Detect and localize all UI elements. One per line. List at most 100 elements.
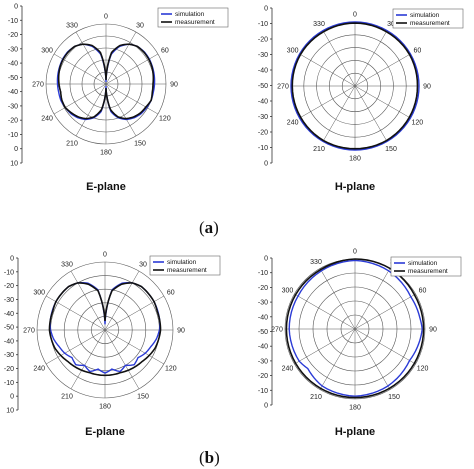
radial-tick-label: 0 xyxy=(10,394,14,401)
grid-spoke xyxy=(104,329,165,365)
radial-tick-label: 0 xyxy=(10,256,14,263)
radial-tick-label: -30 xyxy=(8,103,18,110)
radial-tick-label: 0 xyxy=(14,146,18,153)
grid-spoke xyxy=(354,85,388,142)
radial-tick-label: -20 xyxy=(8,32,18,39)
radial-tick-label: -30 xyxy=(258,52,268,59)
radial-tick-label: -20 xyxy=(8,118,18,125)
radial-tick-label: -30 xyxy=(258,358,268,365)
angle-tick-label: 330 xyxy=(313,21,325,28)
angle-tick-label: 270 xyxy=(32,82,44,89)
radial-tick-label: -30 xyxy=(4,297,14,304)
grid-spoke xyxy=(354,293,416,330)
radial-tick-label: -50 xyxy=(258,329,268,336)
radial-tick-label: -50 xyxy=(258,83,268,90)
angle-tick-label: 90 xyxy=(429,327,437,334)
chart-a-h: 0 30 60 90 120 150 180 210 240 270 300 330 0 -10 -20 -3… xyxy=(258,6,464,193)
angle-tick-label: 90 xyxy=(423,84,431,91)
angle-tick-label: 120 xyxy=(417,366,429,373)
grid-spoke xyxy=(70,270,106,331)
grid-spoke xyxy=(105,83,159,115)
grid-spoke xyxy=(354,85,411,119)
angle-tick-label: 90 xyxy=(177,328,185,335)
series-measurement-line xyxy=(57,43,155,120)
radial-tick-label: -20 xyxy=(258,37,268,44)
grid-spoke xyxy=(45,329,106,365)
radial-tick-label: -40 xyxy=(8,61,18,68)
chart-title: E-plane xyxy=(85,426,125,438)
chart-b-h: 03060901201501802102402703003300-10-20-3… xyxy=(258,249,462,438)
angle-tick-label: 60 xyxy=(413,48,421,55)
radial-tick-label: -40 xyxy=(258,68,268,75)
chart-a-e: 0 30 60 90 120 150 180 210 240 270 300 330 0 -10 -20 -3… xyxy=(8,4,229,193)
angle-tick-label: 180 xyxy=(349,156,361,163)
grid-spoke xyxy=(354,53,411,87)
angle-tick-label: 330 xyxy=(61,262,73,269)
radial-tick-label: -40 xyxy=(258,99,268,106)
radial-tick-label: -20 xyxy=(258,373,268,380)
radial-tick-label: 0 xyxy=(14,4,18,11)
angle-tick-label: 210 xyxy=(61,393,73,400)
grid-spoke xyxy=(294,293,356,330)
angle-tick-label: 120 xyxy=(165,366,177,373)
angle-tick-label: 30 xyxy=(136,23,144,30)
chart-b-e: 0 30 60 90 120 150 180 210 240 270 300 330 0 -10 -20 -3… xyxy=(4,252,221,438)
grid-spoke xyxy=(354,328,391,390)
chart-title: H-plane xyxy=(335,426,375,438)
radial-tick-label: -20 xyxy=(4,366,14,373)
radial-tick-label: -40 xyxy=(258,314,268,321)
angle-tick-label: 30 xyxy=(387,21,395,28)
series-simulation-line xyxy=(290,21,420,151)
angle-tick-label: 30 xyxy=(139,262,147,269)
panel-label-b-text: b xyxy=(204,448,215,467)
grid-spoke xyxy=(319,328,356,390)
angle-tick-label: 300 xyxy=(282,288,294,295)
series-simulation-line xyxy=(288,259,423,397)
angle-tick-label: 0 xyxy=(353,12,357,19)
radial-tick-label: 0 xyxy=(264,256,268,263)
radial-tick-label: -10 xyxy=(258,388,268,395)
angle-tick-label: 60 xyxy=(161,48,169,55)
grid-spoke xyxy=(105,31,137,85)
grid-spoke xyxy=(322,30,356,87)
radial-tick-label: -20 xyxy=(4,283,14,290)
radial-tick-label: -10 xyxy=(258,270,268,277)
radial-tick-label: -10 xyxy=(258,145,268,152)
radial-tick-label: -20 xyxy=(258,130,268,137)
angle-tick-label: 150 xyxy=(385,146,397,153)
radial-tick-label: -40 xyxy=(4,311,14,318)
angle-tick-label: 150 xyxy=(134,140,146,147)
legend-label-simulation: simulation xyxy=(175,11,205,18)
angle-tick-label: 240 xyxy=(282,366,294,373)
radial-tick-label: -30 xyxy=(258,300,268,307)
radial-tick-label: -40 xyxy=(4,338,14,345)
angle-tick-label: 300 xyxy=(33,290,45,297)
grid-spoke xyxy=(354,328,416,365)
angle-tick-label: 180 xyxy=(100,150,112,157)
angle-tick-label: 0 xyxy=(104,14,108,21)
radial-tick-label: -10 xyxy=(4,380,14,387)
legend-box xyxy=(392,8,464,29)
grid-spoke xyxy=(105,83,137,137)
panel-label-a-text: a xyxy=(204,218,214,237)
angle-tick-label: 180 xyxy=(99,404,111,411)
angle-tick-label: 240 xyxy=(41,116,53,123)
radial-tick-label: -10 xyxy=(8,132,18,139)
angle-tick-label: 210 xyxy=(310,394,322,401)
angle-tick-label: 0 xyxy=(103,252,107,259)
radial-tick-label: -50 xyxy=(4,325,14,332)
grid-spoke xyxy=(75,31,107,85)
angle-tick-label: 300 xyxy=(287,48,299,55)
grid-spoke xyxy=(322,85,356,142)
legend-label-measurement: measurement xyxy=(167,267,207,274)
legend-label-simulation: simulation xyxy=(408,260,438,267)
grid-spoke xyxy=(104,329,140,390)
angle-tick-label: 240 xyxy=(33,366,45,373)
grid-spoke xyxy=(354,30,388,87)
radial-tick-label: -30 xyxy=(258,114,268,121)
angle-tick-label: 0 xyxy=(353,249,357,256)
angle-tick-label: 300 xyxy=(41,48,53,55)
radial-tick-label: -30 xyxy=(8,46,18,53)
